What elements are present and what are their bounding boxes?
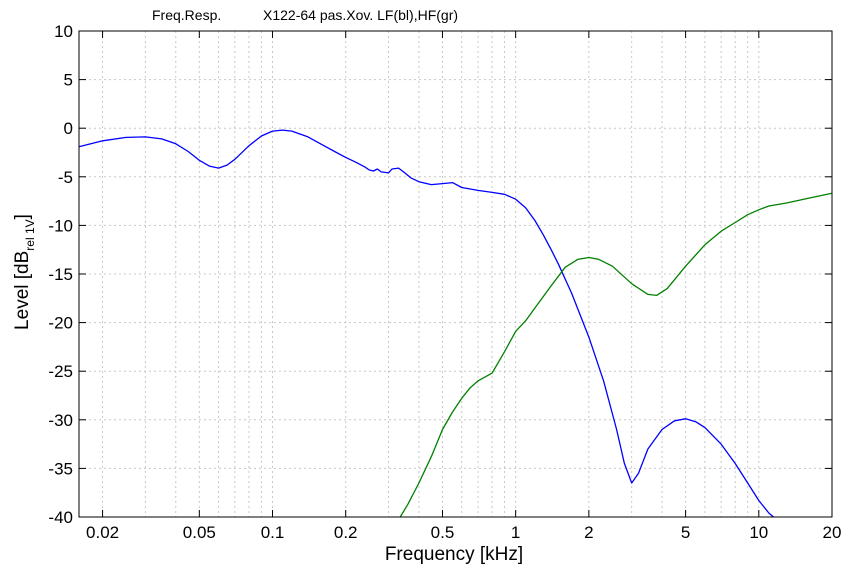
y-axis-label-close: ] [12,214,33,219]
axis-ticks: 0.02 0.05 0.1 0.2 0.5 1 2 5 10 20 10 5 0 -5 -10 -15 -20 -… [48,22,841,542]
y-tick-label: -30 [48,411,73,430]
x-tick-label: 0.5 [431,523,455,542]
x-tick-label: 20 [823,523,842,542]
y-tick-label: -20 [48,314,73,333]
x-tick-label: 10 [749,523,768,542]
y-tick-label: -5 [58,168,73,187]
series-line-lf [78,129,775,518]
y-tick-label: 0 [64,119,73,138]
x-axis-label: Frequency [kHz] [385,544,523,565]
chart-title-left: Freq.Resp. [152,7,221,23]
y-tick-label: -25 [48,362,73,381]
y-axis-label-main: Level [dB [12,251,33,330]
y-tick-label: 5 [64,71,73,90]
y-tick-label: -35 [48,459,73,478]
x-tick-label: 5 [681,523,690,542]
y-tick-label: -15 [48,265,73,284]
y-tick-label: -10 [48,216,73,235]
y-tick-label: 10 [54,22,73,41]
x-tick-label: 0.2 [334,523,358,542]
x-tick-label: 2 [584,523,593,542]
x-tick-label: 0.02 [86,523,119,542]
x-tick-label: 1 [511,523,520,542]
chart-title-right: X122-64 pas.Xov. LF(bl),HF(gr) [263,7,458,23]
series-line-hf [399,192,833,518]
y-axis-label-sub: rel 1V [23,219,37,250]
x-tick-label: 0.05 [183,523,216,542]
y-tick-label: -40 [48,508,73,527]
series-layer [78,129,833,518]
grid [79,30,833,518]
y-axis-label: Level [dBrel 1V] [12,214,37,330]
x-tick-label: 0.1 [261,523,285,542]
